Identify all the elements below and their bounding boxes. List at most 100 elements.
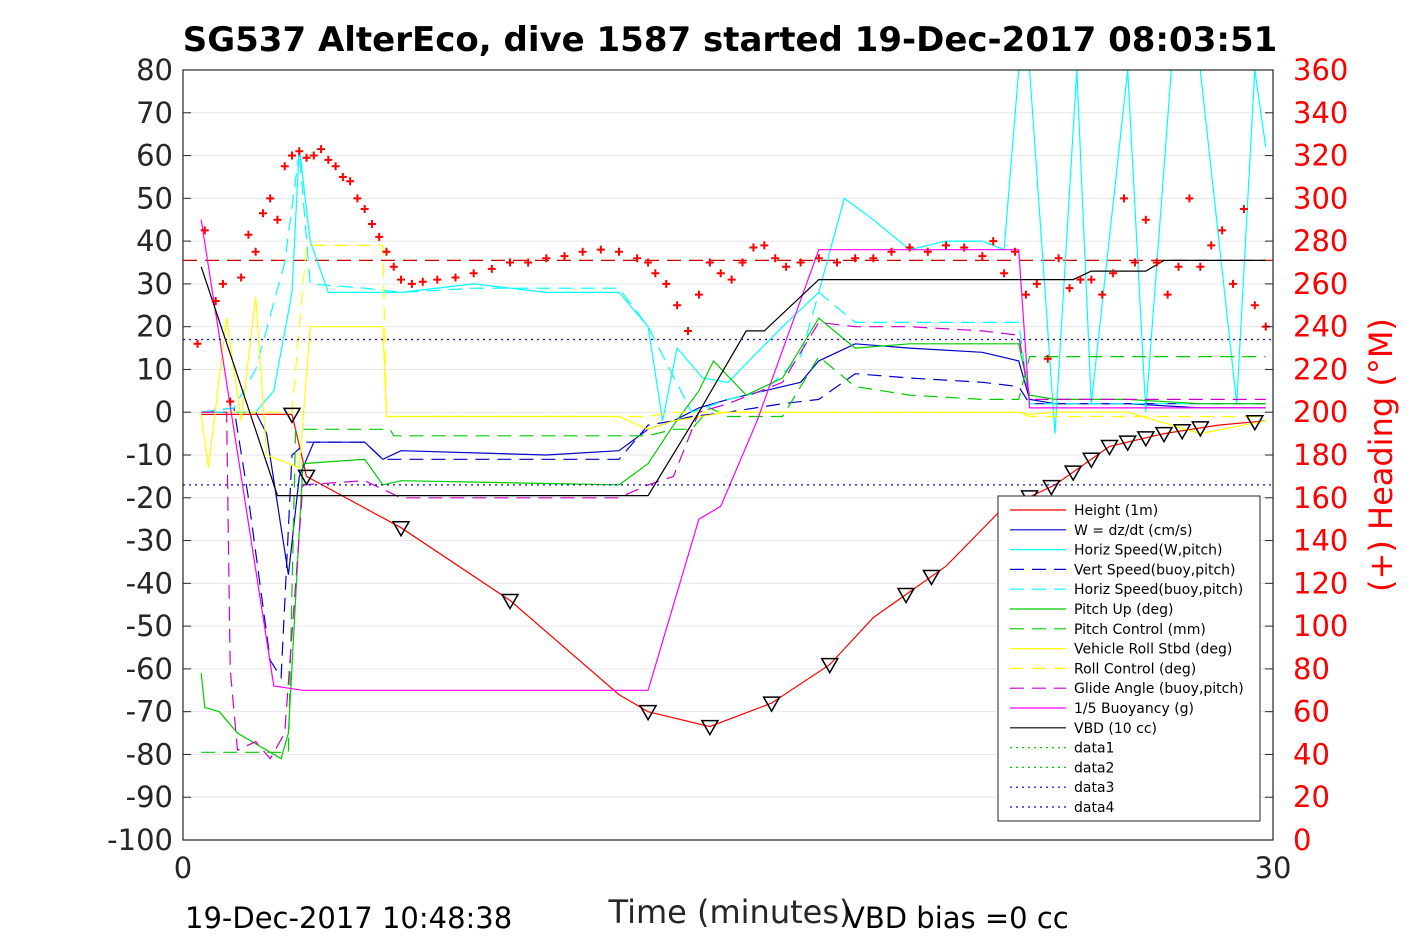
heading-point bbox=[1141, 215, 1150, 224]
height-marker bbox=[1118, 435, 1137, 452]
legend-entry: Height (1m) bbox=[1074, 503, 1158, 519]
heading-point bbox=[989, 237, 998, 246]
heading-point bbox=[705, 258, 714, 267]
y-tick-label: -70 bbox=[126, 695, 173, 729]
series-line-0 bbox=[201, 413, 1266, 728]
heading-point bbox=[1196, 262, 1205, 271]
legend-entry: Roll Control (deg) bbox=[1074, 661, 1196, 677]
heading-point bbox=[295, 147, 304, 156]
y-right-tick-label: 180 bbox=[1293, 438, 1348, 472]
height-marker bbox=[1245, 415, 1265, 432]
heading-point bbox=[615, 247, 623, 256]
heading-point bbox=[418, 277, 427, 286]
heading-point bbox=[375, 232, 384, 241]
heading-point bbox=[633, 254, 642, 263]
heading-point bbox=[338, 172, 347, 181]
heading-point bbox=[382, 247, 391, 256]
series-layer bbox=[183, 70, 1273, 760]
y-right-tick-label: 120 bbox=[1293, 566, 1348, 600]
heading-point bbox=[1163, 290, 1172, 299]
y-tick-label: -20 bbox=[126, 481, 173, 515]
heading-point bbox=[367, 220, 376, 228]
heading-point bbox=[578, 247, 587, 256]
heading-point bbox=[266, 194, 275, 203]
heading-point bbox=[1087, 275, 1096, 284]
height-marker bbox=[820, 657, 840, 675]
y-tick-label: 60 bbox=[136, 139, 173, 173]
heading-point bbox=[716, 269, 725, 278]
y-right-tick-label: 20 bbox=[1293, 780, 1330, 814]
heading-point bbox=[309, 151, 318, 160]
height-marker bbox=[1042, 479, 1061, 497]
series-line-10 bbox=[200, 219, 1266, 691]
heading-point bbox=[942, 241, 950, 250]
heading-point bbox=[273, 215, 282, 224]
y-axis-right: 3603403203002802602402202001801601401201… bbox=[1265, 53, 1348, 857]
heading-point bbox=[211, 297, 220, 305]
series-line-9 bbox=[201, 321, 1266, 760]
series-line-4 bbox=[201, 151, 1266, 413]
heading-point bbox=[662, 279, 671, 288]
heading-point bbox=[1109, 269, 1118, 278]
legend-entry: Vert Speed(buoy,pitch) bbox=[1074, 562, 1236, 578]
y-tick-label: 10 bbox=[136, 352, 173, 386]
y-tick-label: 30 bbox=[136, 267, 173, 301]
heading-point bbox=[1032, 279, 1041, 288]
y-tick-label: -80 bbox=[126, 737, 173, 771]
legend-entry: Glide Angle (buoy,pitch) bbox=[1074, 681, 1244, 697]
y-right-tick-label: 300 bbox=[1293, 181, 1348, 215]
legend-entry: data1 bbox=[1074, 741, 1114, 757]
height-marker bbox=[282, 407, 302, 424]
y-axis-left: 80 70 60 50 40 30 20 10 0 -10 -20 -30 -40 -50 -60 -70 -8… bbox=[107, 53, 191, 857]
y-tick-label: -60 bbox=[126, 652, 173, 686]
heading-point bbox=[1076, 275, 1085, 284]
heading-point bbox=[1174, 262, 1183, 271]
heading-point bbox=[1229, 279, 1238, 288]
heading-point bbox=[814, 254, 823, 263]
y-tick-label: -40 bbox=[126, 566, 173, 600]
heading-point bbox=[433, 275, 442, 284]
height-marker bbox=[1172, 424, 1192, 441]
footer-timestamp: 19-Dec-2017 10:48:38 bbox=[185, 901, 512, 935]
chart-title: SG537 AlterEco, dive 1587 started 19-Dec… bbox=[183, 20, 1278, 60]
y-right-tick-label: 220 bbox=[1293, 352, 1348, 386]
heading-point bbox=[506, 258, 514, 267]
heading-point bbox=[673, 301, 682, 310]
heading-point bbox=[324, 155, 333, 164]
heading-point bbox=[1098, 290, 1107, 299]
heading-point bbox=[923, 247, 932, 256]
height-marker bbox=[700, 719, 720, 737]
heading-point bbox=[302, 153, 311, 162]
y-right-tick-label: 160 bbox=[1293, 481, 1348, 515]
heading-point bbox=[331, 162, 340, 171]
series-line-11 bbox=[200, 259, 1266, 497]
heading-point bbox=[353, 194, 362, 203]
heading-point bbox=[542, 254, 551, 263]
y-tick-label: -90 bbox=[126, 780, 173, 814]
y-tick-label: -30 bbox=[126, 524, 173, 558]
heading-point bbox=[782, 262, 791, 271]
legend-entry: Pitch Control (mm) bbox=[1074, 622, 1206, 638]
footer-vbd-bias: VBD bias =0 cc bbox=[845, 901, 1069, 935]
heading-point bbox=[317, 145, 326, 154]
y-tick-label: 0 bbox=[155, 395, 173, 429]
y-axis-right-label: (+) Heading (°M) bbox=[1362, 318, 1400, 592]
legend-entry: data4 bbox=[1074, 800, 1115, 816]
heading-point bbox=[760, 241, 769, 250]
y-tick-label: 70 bbox=[136, 96, 173, 130]
series-line-1 bbox=[201, 343, 1266, 575]
heading-point bbox=[360, 205, 369, 214]
heading-point bbox=[200, 226, 209, 235]
y-tick-label: 80 bbox=[136, 53, 173, 87]
height-marker bbox=[1136, 431, 1156, 448]
legend-entry: Horiz Speed(W,pitch) bbox=[1074, 543, 1222, 559]
y-tick-label: 20 bbox=[136, 310, 173, 344]
y-right-tick-label: 360 bbox=[1293, 53, 1348, 87]
heading-point bbox=[451, 273, 460, 282]
heading-point bbox=[1130, 258, 1139, 267]
heading-point bbox=[684, 326, 693, 335]
series-line-8 bbox=[201, 244, 1266, 418]
heading-point bbox=[749, 243, 758, 252]
legend-entry: data3 bbox=[1074, 780, 1114, 796]
